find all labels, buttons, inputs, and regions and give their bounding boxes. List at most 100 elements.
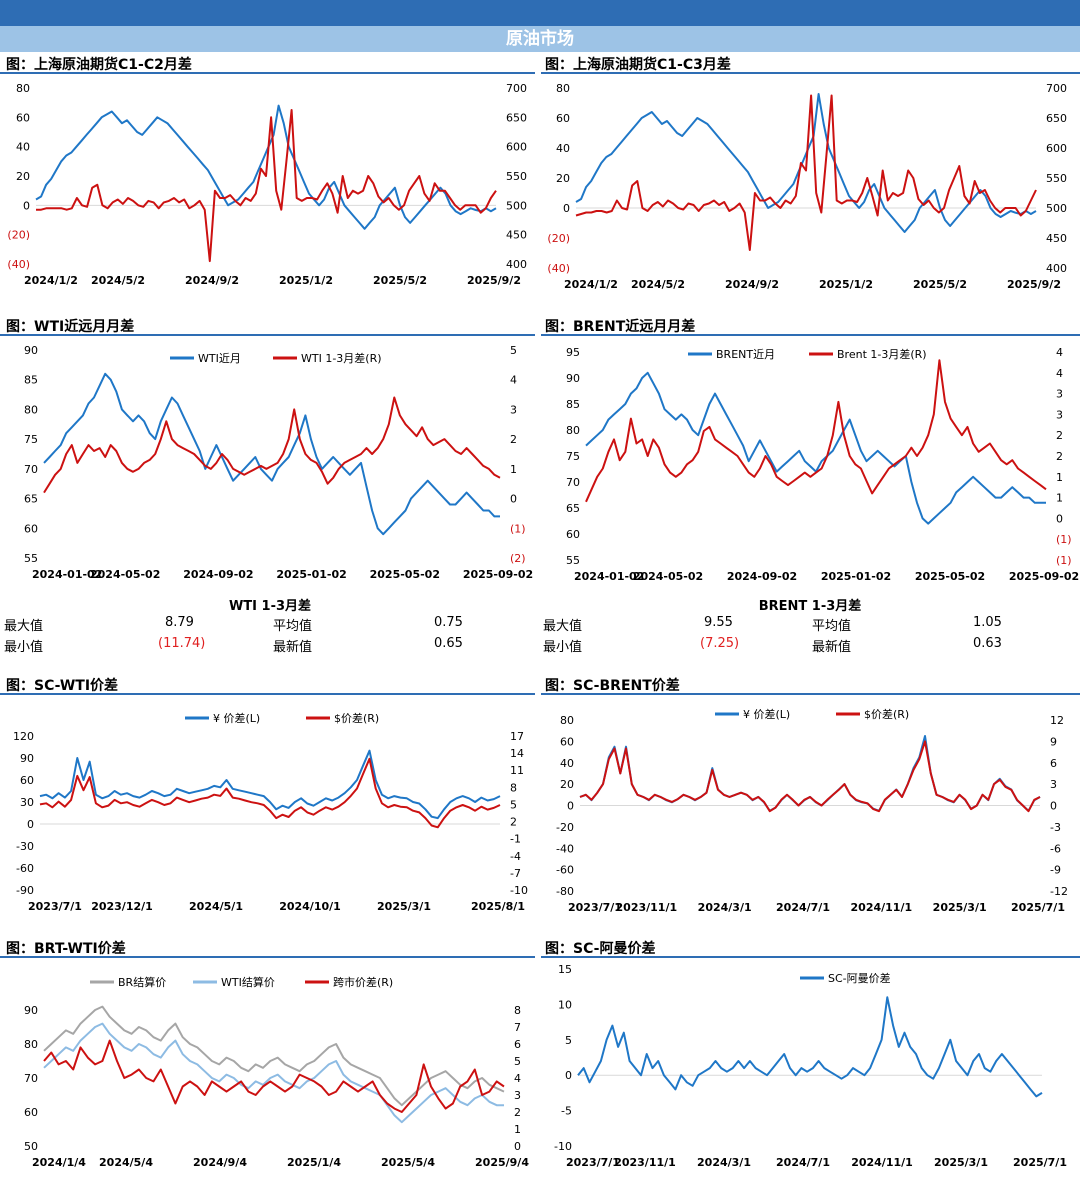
y-tick-right: (2) <box>510 552 526 565</box>
legend-label: WTI结算价 <box>221 975 275 989</box>
y-tick-left: -60 <box>556 864 574 877</box>
chart-c1-c3: 80 60 40 20 0 (20) (40) 700 650 600 550 500 450 400 20… <box>547 82 1067 291</box>
y-tick-right: 0 <box>1050 800 1057 813</box>
y-tick-left: 90 <box>24 344 38 357</box>
y-tick-right: 0 <box>510 493 517 506</box>
x-tick: 2023/7/1 <box>566 1156 620 1169</box>
y-tick-right: 17 <box>510 730 524 743</box>
series-line-1 <box>585 359 1047 503</box>
y-tick-left: 0 <box>563 202 570 215</box>
stat-label: 最新值 <box>273 640 313 655</box>
y-tick-left: 60 <box>24 1106 38 1119</box>
divider <box>541 72 1080 74</box>
y-tick-right: 5 <box>514 1055 521 1068</box>
x-tick: 2024/5/2 <box>91 274 145 287</box>
y-tick-right: 5 <box>510 344 517 357</box>
y-tick-left: 15 <box>558 963 572 976</box>
stat-value-latest: 0.65 <box>434 636 463 651</box>
y-tick-right: -12 <box>1050 885 1068 898</box>
stat-value-avg: 0.75 <box>434 615 463 630</box>
y-tick-right: 4 <box>510 374 517 387</box>
y-tick-right: (1) <box>1056 533 1072 546</box>
x-tick: 2024-05-02 <box>90 568 160 581</box>
y-tick-left: 20 <box>16 170 30 183</box>
chart-brt-wti: 90 80 70 60 50 8 7 6 5 4 3 2 1 0 2024/1/4 2024/5/4 2024/… <box>24 975 529 1169</box>
x-tick: 2025/1/4 <box>287 1156 341 1169</box>
y-tick-left: 55 <box>24 552 38 565</box>
y-tick-right: 400 <box>506 258 527 271</box>
legend-label: BRENT近月 <box>716 348 775 361</box>
stat-label: 最大值 <box>543 619 583 634</box>
x-tick: 2024-05-02 <box>633 570 703 583</box>
y-tick-left: 60 <box>16 111 30 124</box>
panel-title-p4: 图：BRENT近远月月差 <box>545 319 696 335</box>
y-tick-right: 1 <box>1056 471 1063 484</box>
y-tick-left: 60 <box>20 774 34 787</box>
y-tick-right: 7 <box>514 1021 521 1034</box>
legend-label: Brent 1-3月差(R) <box>837 347 927 361</box>
x-tick: 2025-09-02 <box>463 568 533 581</box>
x-tick: 2024/9/2 <box>185 274 239 287</box>
series-line-1 <box>39 757 501 829</box>
y-tick-left: 60 <box>566 528 580 541</box>
series-line-1 <box>36 109 497 263</box>
y-tick-right: (1) <box>1056 554 1072 567</box>
y-tick-right: -4 <box>510 850 521 863</box>
x-tick: 2024/3/1 <box>697 1156 751 1169</box>
x-tick: 2024-09-02 <box>727 570 797 583</box>
y-tick-right: 450 <box>506 229 527 242</box>
y-tick-left: (40) <box>547 262 570 275</box>
y-tick-right: 0 <box>514 1140 521 1153</box>
stat-label: 平均值 <box>812 619 852 634</box>
y-tick-left: -10 <box>554 1140 572 1153</box>
x-tick: 2025/8/1 <box>471 900 525 913</box>
y-tick-left: 80 <box>24 403 38 416</box>
y-tick-left: 70 <box>566 476 580 489</box>
y-tick-left: 50 <box>24 1140 38 1153</box>
series-line-0 <box>43 1005 505 1107</box>
stat-label: 平均值 <box>273 619 313 634</box>
y-tick-right: 500 <box>506 199 527 212</box>
stats-title-brent: BRENT 1-3月差 <box>758 599 862 614</box>
x-tick: 2025/7/1 <box>1011 901 1065 914</box>
x-tick: 2025/1/2 <box>819 278 873 291</box>
legend-label: $价差(R) <box>334 711 379 725</box>
panel-title-p8: 图：SC-阿曼价差 <box>545 941 656 957</box>
series-line-1 <box>579 740 1041 813</box>
y-tick-right: 8 <box>514 1004 521 1017</box>
y-tick-right: 500 <box>1046 202 1067 215</box>
y-tick-left: 40 <box>556 142 570 155</box>
x-tick: 2024/1/4 <box>32 1156 86 1169</box>
stat-value-max: 8.79 <box>165 615 194 630</box>
stat-label: 最大值 <box>4 619 44 634</box>
stat-value-max: 9.55 <box>704 615 733 630</box>
legend-label: ¥ 价差(L) <box>213 711 260 725</box>
y-tick-left: (20) <box>547 232 570 245</box>
x-tick: 2025/7/1 <box>1013 1156 1067 1169</box>
y-tick-right: -7 <box>510 867 521 880</box>
divider <box>541 693 1080 695</box>
x-tick: 2025/9/2 <box>467 274 521 287</box>
x-tick: 2025-05-02 <box>915 570 985 583</box>
y-tick-left: 90 <box>566 372 580 385</box>
legend-label: WTI 1-3月差(R) <box>301 351 382 365</box>
x-tick: 2024/9/2 <box>725 278 779 291</box>
series-line-0 <box>577 996 1043 1098</box>
y-tick-right: 4 <box>1056 346 1063 359</box>
y-tick-left: (40) <box>7 258 30 271</box>
y-tick-left: 30 <box>20 796 34 809</box>
stat-value-min: (11.74) <box>158 636 206 651</box>
series-line-1 <box>43 396 501 494</box>
x-tick: 2023/7/1 <box>568 901 622 914</box>
y-tick-left: -5 <box>561 1105 572 1118</box>
y-tick-left: 60 <box>556 112 570 125</box>
x-tick: 2024/1/2 <box>564 278 618 291</box>
x-tick: 2025-01-02 <box>821 570 891 583</box>
divider <box>0 334 535 336</box>
y-tick-right: (1) <box>510 522 526 535</box>
y-tick-right: 700 <box>506 82 527 95</box>
y-tick-right: 3 <box>1056 388 1063 401</box>
x-tick: 2024/5/2 <box>631 278 685 291</box>
top-bar <box>0 0 1080 26</box>
y-tick-right: -9 <box>1050 864 1061 877</box>
